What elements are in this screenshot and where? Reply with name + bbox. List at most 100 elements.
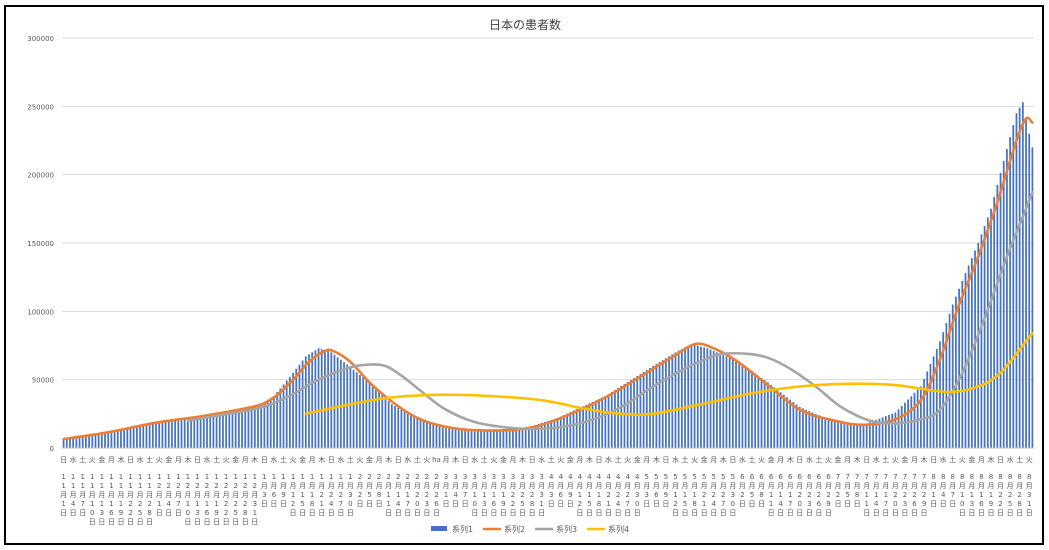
x-tick-date-char: 5 (233, 509, 237, 517)
x-tick-weekday: 木 (452, 455, 459, 464)
x-tick-date-char: 5 (673, 473, 677, 481)
x-tick-date-char: 6 (979, 500, 984, 508)
x-tick-date-char: 4 (616, 473, 621, 481)
bar (1006, 149, 1008, 448)
chart-svg: 日本の患者数 050000100000150000200000250000300… (27, 17, 1034, 534)
x-tick-date-char: 8 (530, 500, 534, 508)
x-tick-date-char: 1 (128, 482, 132, 490)
x-tick-date-char: 0 (960, 500, 964, 508)
x-tick-date-char: 月 (490, 482, 497, 490)
x-tick-date-char: 1 (186, 500, 190, 508)
x-tick-date-char: 1 (100, 473, 104, 481)
x-tick-date-char: 1 (167, 473, 171, 481)
legend-item[interactable]: 系列4 (587, 524, 629, 534)
legend[interactable]: 系列1 系列2 系列3 系列4 (431, 524, 629, 534)
bar (324, 350, 326, 448)
bar (996, 184, 999, 448)
x-tick-date-char: 1 (109, 482, 113, 490)
bar (148, 424, 151, 448)
bar (311, 352, 314, 448)
x-tick-date-char: 4 (453, 491, 458, 499)
x-tick-date-char: 3 (520, 473, 524, 481)
x-tick-weekday: 金 (232, 455, 239, 464)
x-tick-date-char: 1 (90, 482, 94, 490)
bar (461, 429, 463, 448)
x-tick-date-char: 3 (645, 491, 649, 499)
x-tick-weekday: 金 (567, 455, 574, 464)
x-tick-date-char: 日 (968, 509, 975, 517)
x-tick-date-char: 月 (1007, 482, 1014, 490)
x-tick-date-char: 6 (434, 500, 439, 508)
x-tick-date-char: 1 (109, 473, 113, 481)
bar (209, 415, 212, 448)
x-tick-date-char: 5 (845, 491, 849, 499)
legend-item[interactable]: 系列3 (535, 524, 577, 534)
x-tick-date-char: 日 (777, 509, 784, 517)
bar (770, 384, 772, 448)
bar (623, 384, 626, 448)
x-tick-date-char: 2 (128, 509, 132, 517)
bar (572, 410, 575, 448)
x-tick-date-char: 1 (157, 473, 161, 481)
x-tick-date-char: 日 (701, 509, 708, 517)
x-tick-date-char: 月 (232, 491, 239, 499)
bar (814, 413, 817, 448)
bar (665, 358, 667, 448)
bar (435, 425, 438, 448)
bar (744, 367, 747, 448)
x-tick-weekday: 月 (443, 456, 450, 464)
x-tick-date-char: 0 (348, 500, 352, 508)
x-tick-date-char: 月 (184, 491, 191, 499)
bar (78, 436, 81, 448)
x-tick-date-char: 4 (71, 500, 76, 508)
x-tick-date-char: 7 (893, 473, 897, 481)
bar (837, 422, 839, 448)
x-tick-weekday: 水 (70, 455, 77, 464)
bar (811, 412, 814, 448)
x-tick-date-char: 1 (109, 500, 113, 508)
x-tick-date-char: 1 (205, 473, 209, 481)
bar (559, 416, 562, 448)
bar (470, 431, 473, 448)
x-tick-date-char: 2 (224, 500, 228, 508)
bar (190, 418, 192, 448)
bar (196, 417, 199, 448)
x-tick-date-char: 日 (1016, 509, 1023, 517)
bar (881, 417, 884, 448)
bar (543, 421, 546, 448)
x-tick-date-char: 2 (798, 491, 802, 499)
x-tick-date-char: 日 (471, 509, 478, 517)
legend-item[interactable]: 系列1 (431, 524, 473, 534)
bar (244, 408, 247, 448)
x-tick-date-char: 月 (481, 482, 488, 490)
bar (202, 416, 205, 448)
x-tick-date-char: 日 (567, 500, 574, 508)
x-tick-weekday: 木 (720, 455, 727, 464)
bar (113, 431, 116, 448)
x-tick-date-char: 月 (758, 482, 765, 490)
bar (65, 438, 68, 448)
bar (983, 225, 986, 448)
legend-item[interactable]: 系列2 (483, 524, 525, 534)
chart-frame[interactable]: 日本の患者数 0 50000 100000 150000 200000 250000 300… (4, 5, 1044, 545)
x-tick-date-char: 2 (721, 491, 725, 499)
y-tick-label: 250000 (27, 103, 54, 111)
x-tick-date-char: 4 (625, 473, 630, 481)
x-tick-date-char: 3 (463, 473, 467, 481)
bar (798, 407, 801, 448)
x-tick-date-char: 月 (825, 482, 832, 490)
x-tick-date-char: 日 (538, 509, 545, 517)
x-tick-date-char: 1 (864, 491, 868, 499)
bar (824, 417, 827, 448)
bar (457, 429, 460, 448)
x-tick-date-char: 1 (147, 482, 151, 490)
bar (598, 398, 600, 448)
